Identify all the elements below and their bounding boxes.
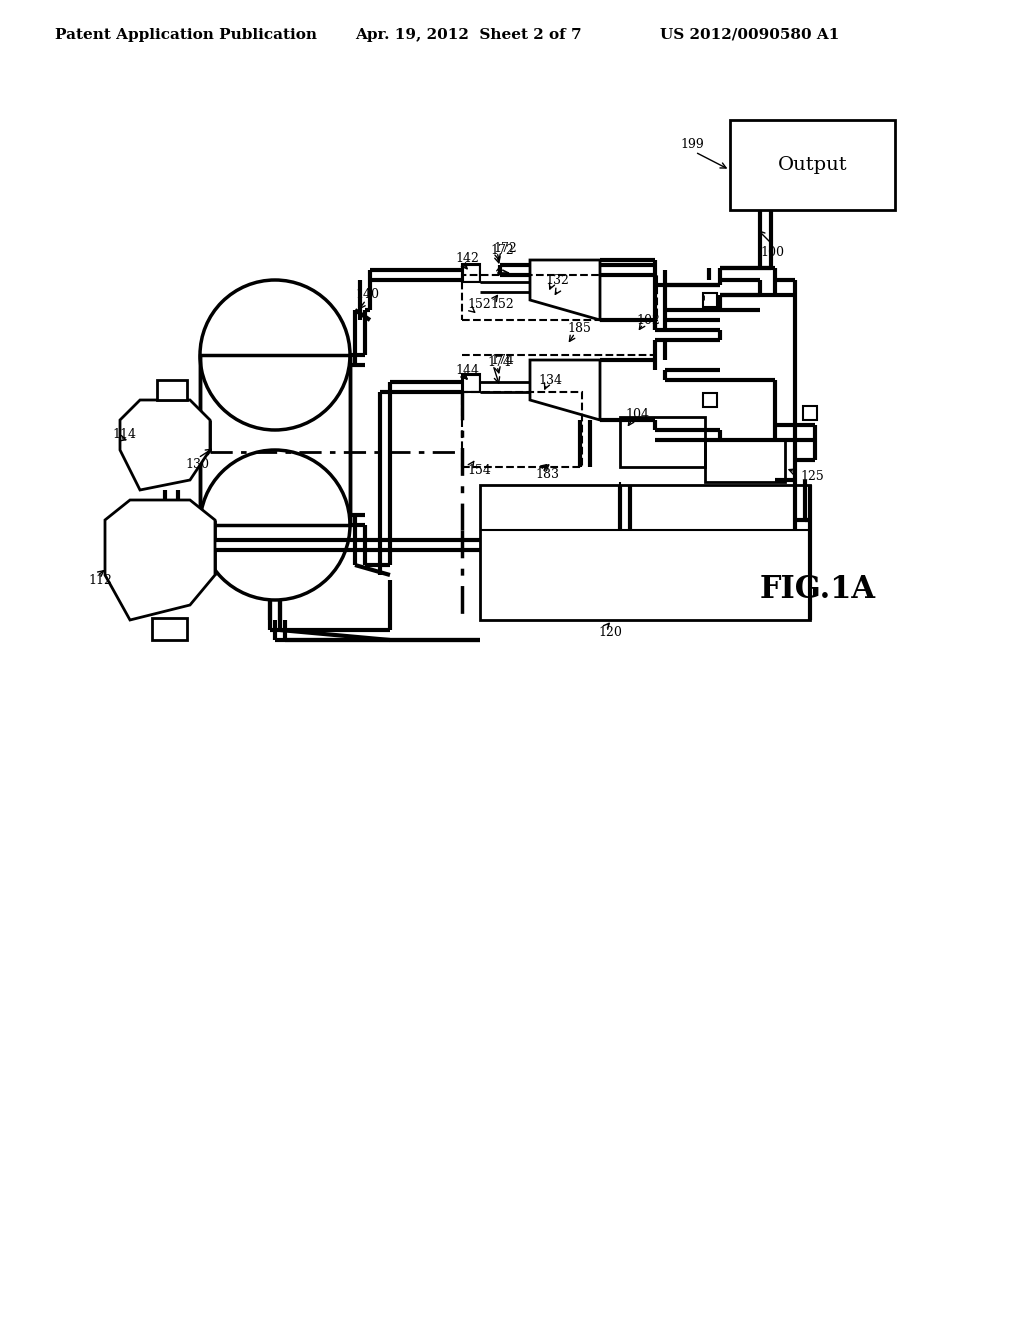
Polygon shape — [530, 360, 600, 420]
Text: 152: 152 — [490, 298, 514, 312]
Bar — [157, 380, 187, 400]
Text: 142: 142 — [455, 252, 479, 264]
Text: 132: 132 — [545, 273, 569, 286]
Text: Patent Application Publication: Patent Application Publication — [55, 28, 317, 42]
Bar — [462, 264, 480, 282]
Text: 172: 172 — [490, 243, 514, 256]
Text: 104: 104 — [625, 408, 649, 421]
Bar — [620, 417, 705, 467]
Bar — [152, 618, 187, 640]
Polygon shape — [120, 400, 210, 490]
Bar — [200, 355, 350, 525]
Text: 172: 172 — [493, 242, 517, 255]
Text: 102: 102 — [636, 314, 659, 326]
Bar — [480, 484, 810, 620]
Text: 134: 134 — [538, 374, 562, 387]
Text: 199: 199 — [680, 139, 703, 152]
Bar — [200, 355, 350, 525]
Text: 130: 130 — [185, 458, 209, 471]
Text: 125: 125 — [800, 470, 823, 483]
Text: 140: 140 — [355, 289, 379, 301]
Text: 112: 112 — [88, 573, 112, 586]
Bar — [703, 393, 717, 407]
Text: Output: Output — [777, 156, 847, 174]
Text: 174: 174 — [490, 354, 514, 367]
Text: 144: 144 — [455, 363, 479, 376]
Text: US 2012/0090580 A1: US 2012/0090580 A1 — [660, 28, 840, 42]
Text: 120: 120 — [598, 626, 622, 639]
Polygon shape — [105, 500, 215, 620]
Bar — [462, 392, 582, 467]
Bar — [803, 407, 817, 420]
Bar — [730, 120, 895, 210]
Text: 174: 174 — [487, 355, 511, 368]
Text: FIG.1A: FIG.1A — [760, 574, 876, 606]
Bar — [462, 374, 480, 392]
Text: 154: 154 — [467, 463, 490, 477]
Text: 114: 114 — [112, 429, 136, 441]
Text: 152: 152 — [467, 298, 490, 312]
Polygon shape — [530, 260, 600, 319]
Text: 185: 185 — [567, 322, 591, 334]
Text: 183: 183 — [535, 469, 559, 482]
Text: Apr. 19, 2012  Sheet 2 of 7: Apr. 19, 2012 Sheet 2 of 7 — [355, 28, 582, 42]
Text: 100: 100 — [760, 246, 784, 259]
Bar — [463, 375, 479, 391]
Bar — [462, 275, 657, 319]
Bar — [463, 265, 479, 281]
Bar — [703, 293, 717, 308]
Bar — [705, 440, 785, 482]
